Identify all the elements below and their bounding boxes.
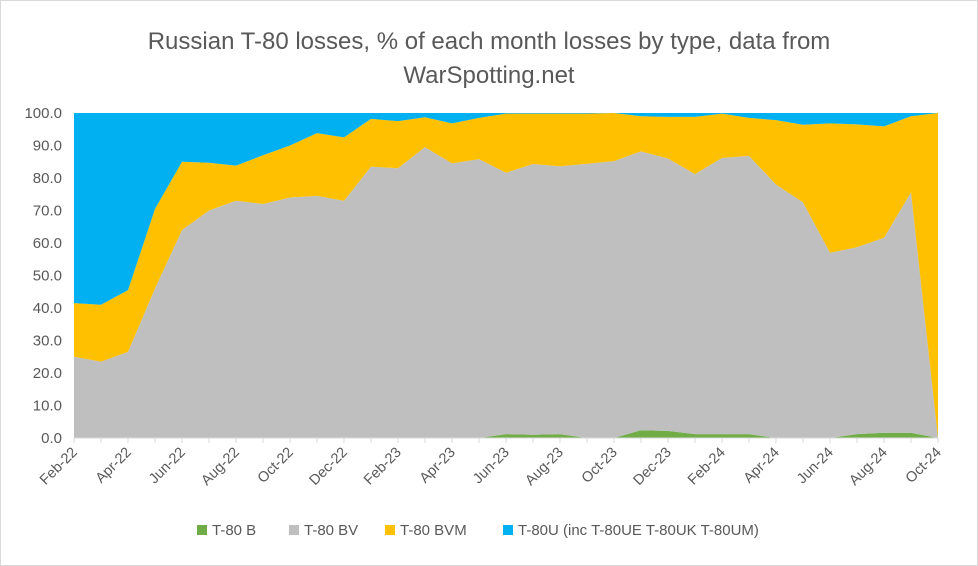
x-tick-label: Apr-24 [741, 445, 783, 487]
y-tick-label: 0.0 [41, 430, 62, 447]
x-tick-label: Apr-23 [417, 445, 459, 487]
y-tick-label: 60.0 [33, 235, 62, 252]
y-tick-label: 90.0 [33, 138, 62, 155]
x-tick-label: Dec-22 [306, 445, 350, 489]
x-tick-label: Oct-23 [579, 445, 621, 487]
x-tick-label: Oct-22 [255, 445, 297, 487]
legend-label: T-80 BV [304, 522, 358, 539]
x-tick-label: Apr-22 [93, 445, 135, 487]
x-tick-label: Aug-24 [846, 445, 890, 489]
legend-label: T-80U (inc T-80UE T-80UK T-80UM) [518, 522, 759, 539]
chart-title-line-1: Russian T-80 losses, % of each month los… [147, 28, 831, 55]
legend-label: T-80 BVM [400, 522, 467, 539]
legend-swatch [503, 525, 513, 535]
x-tick-label: Dec-23 [630, 445, 674, 489]
y-tick-label: 80.0 [33, 170, 62, 187]
x-tick-label: Aug-23 [522, 445, 566, 489]
x-tick-label: Jun-22 [146, 445, 189, 488]
chart-title-line-2: WarSpotting.net [403, 62, 575, 89]
area-series-4 [74, 113, 938, 305]
x-tick-label: Oct-24 [903, 445, 945, 487]
y-tick-label: 40.0 [33, 300, 62, 317]
y-tick-label: 20.0 [33, 365, 62, 382]
x-tick-label: Aug-22 [198, 445, 242, 489]
area-series-group [74, 113, 938, 438]
chart-title: Russian T-80 losses, % of each month los… [0, 25, 978, 93]
legend-swatch [385, 525, 395, 535]
x-tick-label: Jun-23 [470, 445, 513, 488]
y-tick-label: 70.0 [33, 203, 62, 220]
y-tick-label: 10.0 [33, 398, 62, 415]
y-tick-label: 30.0 [33, 333, 62, 350]
x-tick-label: Jun-24 [794, 445, 837, 488]
y-tick-label: 100.0 [24, 105, 62, 122]
legend-label: T-80 B [212, 522, 256, 539]
legend-swatch [197, 525, 207, 535]
area-series-3 [74, 113, 938, 438]
y-tick-label: 50.0 [33, 268, 62, 285]
x-tick-label: Feb-22 [37, 445, 81, 489]
x-tick-label: Feb-23 [361, 445, 405, 489]
area-series-2 [74, 147, 938, 438]
x-tick-label: Feb-24 [685, 445, 729, 489]
legend-swatch [289, 525, 299, 535]
legend: T-80 B T-80 BV T-80 BVM T-80U (inc T-80UE T… [197, 522, 759, 539]
